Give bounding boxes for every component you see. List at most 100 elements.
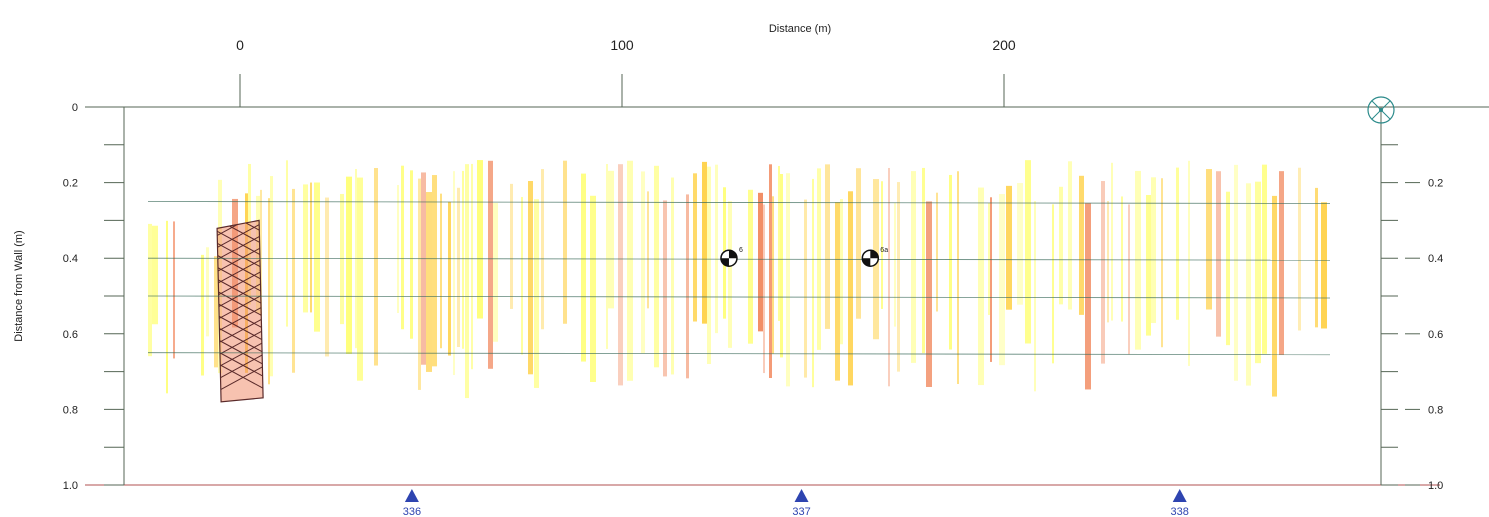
heat-stripe: [541, 169, 544, 330]
heat-stripe: [990, 197, 992, 362]
heat-stripe: [1206, 169, 1212, 310]
heat-stripe: [1068, 161, 1072, 310]
heat-stripe: [1017, 183, 1023, 305]
heat-stripe: [707, 166, 711, 365]
y-tick-label-left: 0.2: [63, 178, 78, 190]
scan-line: [147, 257, 1331, 261]
heat-stripe: [1025, 160, 1031, 344]
heat-stripe: [1052, 204, 1054, 364]
heat-stripe: [848, 191, 853, 386]
heat-stripe: [374, 168, 378, 366]
x-axis-title: Distance (m): [769, 23, 831, 35]
heat-stripe: [1079, 175, 1084, 315]
heat-stripe: [1255, 181, 1261, 364]
heat-stripe: [1161, 178, 1163, 348]
heat-stripe: [778, 165, 780, 321]
heat-stripe: [432, 175, 437, 367]
chainage-label: 336: [403, 506, 421, 517]
heat-stripe: [268, 198, 270, 385]
heat-stripe: [260, 189, 262, 316]
core-marker-label: 6: [739, 247, 743, 254]
heat-stripe: [581, 173, 586, 362]
heat-stripe: [510, 183, 513, 309]
heat-stripe: [1006, 185, 1012, 310]
heat-stripe: [780, 174, 783, 358]
heat-stripe: [303, 184, 308, 313]
heat-stripe: [1321, 202, 1327, 329]
heat-stripe: [440, 193, 442, 349]
heat-stripe: [728, 201, 732, 348]
core-marker: [861, 249, 880, 267]
hatched-zone-fill: [217, 220, 264, 402]
heat-stripe: [1151, 177, 1156, 324]
heat-stripe: [618, 164, 623, 386]
heat-stripe: [1034, 201, 1036, 392]
heat-stripe: [1262, 164, 1267, 354]
heat-stripe: [418, 178, 421, 390]
heat-stripe: [1176, 167, 1179, 320]
heat-stripe: [488, 160, 493, 369]
heat-stripe: [1234, 164, 1238, 381]
hatched-zone-outline: [216, 219, 264, 403]
heat-stripe: [286, 160, 288, 327]
heat-stripe: [201, 254, 204, 376]
heat-stripe: [340, 193, 344, 325]
y-tick-label-left: 0.4: [63, 253, 78, 265]
heat-stripe: [292, 188, 295, 373]
scan-line: [147, 352, 1331, 356]
heat-stripe: [563, 160, 567, 324]
heat-stripe: [401, 165, 404, 330]
scan-line: [147, 201, 1331, 204]
chainage-label: 338: [1171, 506, 1189, 517]
heat-stripe: [590, 195, 596, 382]
chart-frame: 0 0.2 0.4 0.6 0.8 1.0 0.2 0.4 0.6 0.8 1.0 0 100 200: [63, 37, 1489, 492]
chainage-triangle-icon: [794, 489, 809, 502]
heat-stripe: [448, 201, 451, 356]
heat-stripe: [1107, 201, 1109, 323]
heatmap-stripes: [148, 160, 1327, 399]
y-tick-label-right: 0.6: [1428, 329, 1443, 341]
heat-stripe: [911, 171, 916, 363]
heat-stripe: [897, 182, 900, 372]
heat-stripe: [1059, 186, 1063, 305]
heat-stripe: [988, 203, 990, 316]
heat-stripe: [978, 187, 984, 386]
heat-stripe: [758, 192, 763, 332]
y-tick-label-right: 1.0: [1428, 480, 1443, 492]
heat-stripe: [1216, 171, 1221, 337]
heat-stripe: [325, 197, 329, 357]
heat-stripe: [715, 164, 718, 334]
heat-stripe: [608, 170, 614, 309]
heat-stripe: [926, 201, 932, 387]
heat-stripe: [152, 225, 158, 325]
x-tick-label: 100: [610, 37, 634, 53]
x-tick-label: 0: [236, 37, 244, 53]
heat-stripe: [763, 204, 765, 374]
y-tick-label-left: 1.0: [63, 480, 78, 492]
heat-stripe: [840, 199, 843, 345]
heat-stripe: [1101, 181, 1105, 364]
heat-stripe: [888, 167, 890, 387]
y-tick-label-right: 0.8: [1428, 404, 1443, 416]
heat-stripe: [856, 168, 861, 319]
y-tick-label-left: 0: [72, 102, 78, 114]
heat-stripe: [528, 181, 533, 375]
heat-stripe: [647, 191, 649, 309]
heat-stripe: [1188, 160, 1190, 366]
heat-stripe: [493, 202, 498, 342]
heat-stripe: [663, 200, 667, 377]
heat-stripe: [671, 177, 674, 375]
markers: 6 6a 336 337 338: [403, 247, 1189, 517]
heat-stripe: [627, 160, 633, 381]
heat-stripe: [421, 172, 426, 365]
heat-stripe: [206, 247, 209, 337]
compass-icon: [1367, 96, 1395, 124]
heat-stripe: [1279, 171, 1284, 355]
heat-stripe: [534, 199, 539, 388]
heat-stripe: [786, 173, 790, 387]
heat-stripe: [957, 171, 959, 384]
heat-stripe: [1272, 195, 1277, 397]
heat-stripe: [346, 176, 352, 354]
x-tick-label: 200: [992, 37, 1016, 53]
